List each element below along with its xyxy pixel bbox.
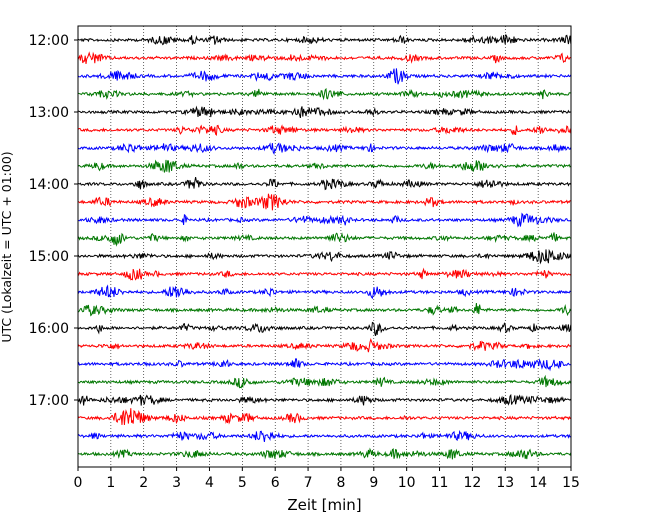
trace-1200: [77, 33, 572, 46]
x-tick-label-9: 9: [369, 475, 378, 491]
trace-1545: [77, 303, 572, 317]
x-tick-label-15: 15: [562, 475, 580, 491]
trace-1730: [77, 429, 572, 443]
y-axis-ticks: 12:00 13:00 14:00 15:00 16:00 17:00: [29, 33, 78, 409]
trace-1345: [77, 159, 572, 173]
trace-1645: [77, 374, 572, 389]
trace-1445: [77, 232, 572, 247]
trace-1700: [77, 393, 572, 406]
y-tick-label-15:00: 15:00: [29, 249, 69, 265]
x-tick-label-1: 1: [106, 475, 115, 491]
trace-1430: [77, 212, 572, 228]
x-tick-label-13: 13: [496, 475, 514, 491]
plot-frame: [77, 25, 572, 468]
x-tick-label-5: 5: [238, 475, 247, 491]
x-tick-label-3: 3: [172, 475, 181, 491]
trace-1215: [77, 51, 571, 64]
trace-1315: [77, 124, 572, 137]
trace-1330: [77, 142, 572, 155]
x-tick-label-10: 10: [398, 475, 416, 491]
trace-1230: [77, 68, 572, 85]
y-tick-label-17:00: 17:00: [29, 393, 69, 409]
x-tick-label-11: 11: [431, 475, 449, 491]
trace-1500: [77, 248, 572, 265]
x-tick-label-14: 14: [529, 475, 547, 491]
trace-1530: [77, 284, 572, 300]
y-tick-label-14:00: 14:00: [29, 177, 69, 193]
trace-1600: [77, 321, 572, 336]
x-tick-label-8: 8: [336, 475, 345, 491]
y-axis-label: UTC (Lokalzeit = UTC + 01:00): [0, 151, 14, 342]
x-tick-label-0: 0: [74, 475, 83, 491]
x-axis-label: Zeit [min]: [287, 496, 361, 514]
y-tick-label-13:00: 13:00: [29, 105, 69, 121]
trace-1415: [77, 193, 572, 211]
x-tick-label-12: 12: [463, 475, 481, 491]
x-axis-ticks: 0 1 2 3 4 5 6 7 8 9 10 11 12 13 14 15: [74, 467, 580, 491]
y-tick-label-16:00: 16:00: [29, 321, 69, 337]
trace-1745: [77, 447, 572, 460]
y-tick-label-12:00: 12:00: [29, 33, 69, 49]
x-tick-label-6: 6: [271, 475, 280, 491]
x-tick-label-4: 4: [205, 475, 214, 491]
trace-1515: [77, 267, 572, 281]
trace-1245: [77, 87, 572, 101]
seismic-traces: [77, 33, 572, 460]
trace-1715: [77, 408, 572, 425]
trace-1400: [77, 177, 572, 191]
x-tick-label-7: 7: [304, 475, 313, 491]
trace-1615: [77, 337, 572, 353]
trace-1630: [77, 358, 572, 372]
x-tick-label-2: 2: [139, 475, 148, 491]
trace-1300: [77, 105, 572, 119]
